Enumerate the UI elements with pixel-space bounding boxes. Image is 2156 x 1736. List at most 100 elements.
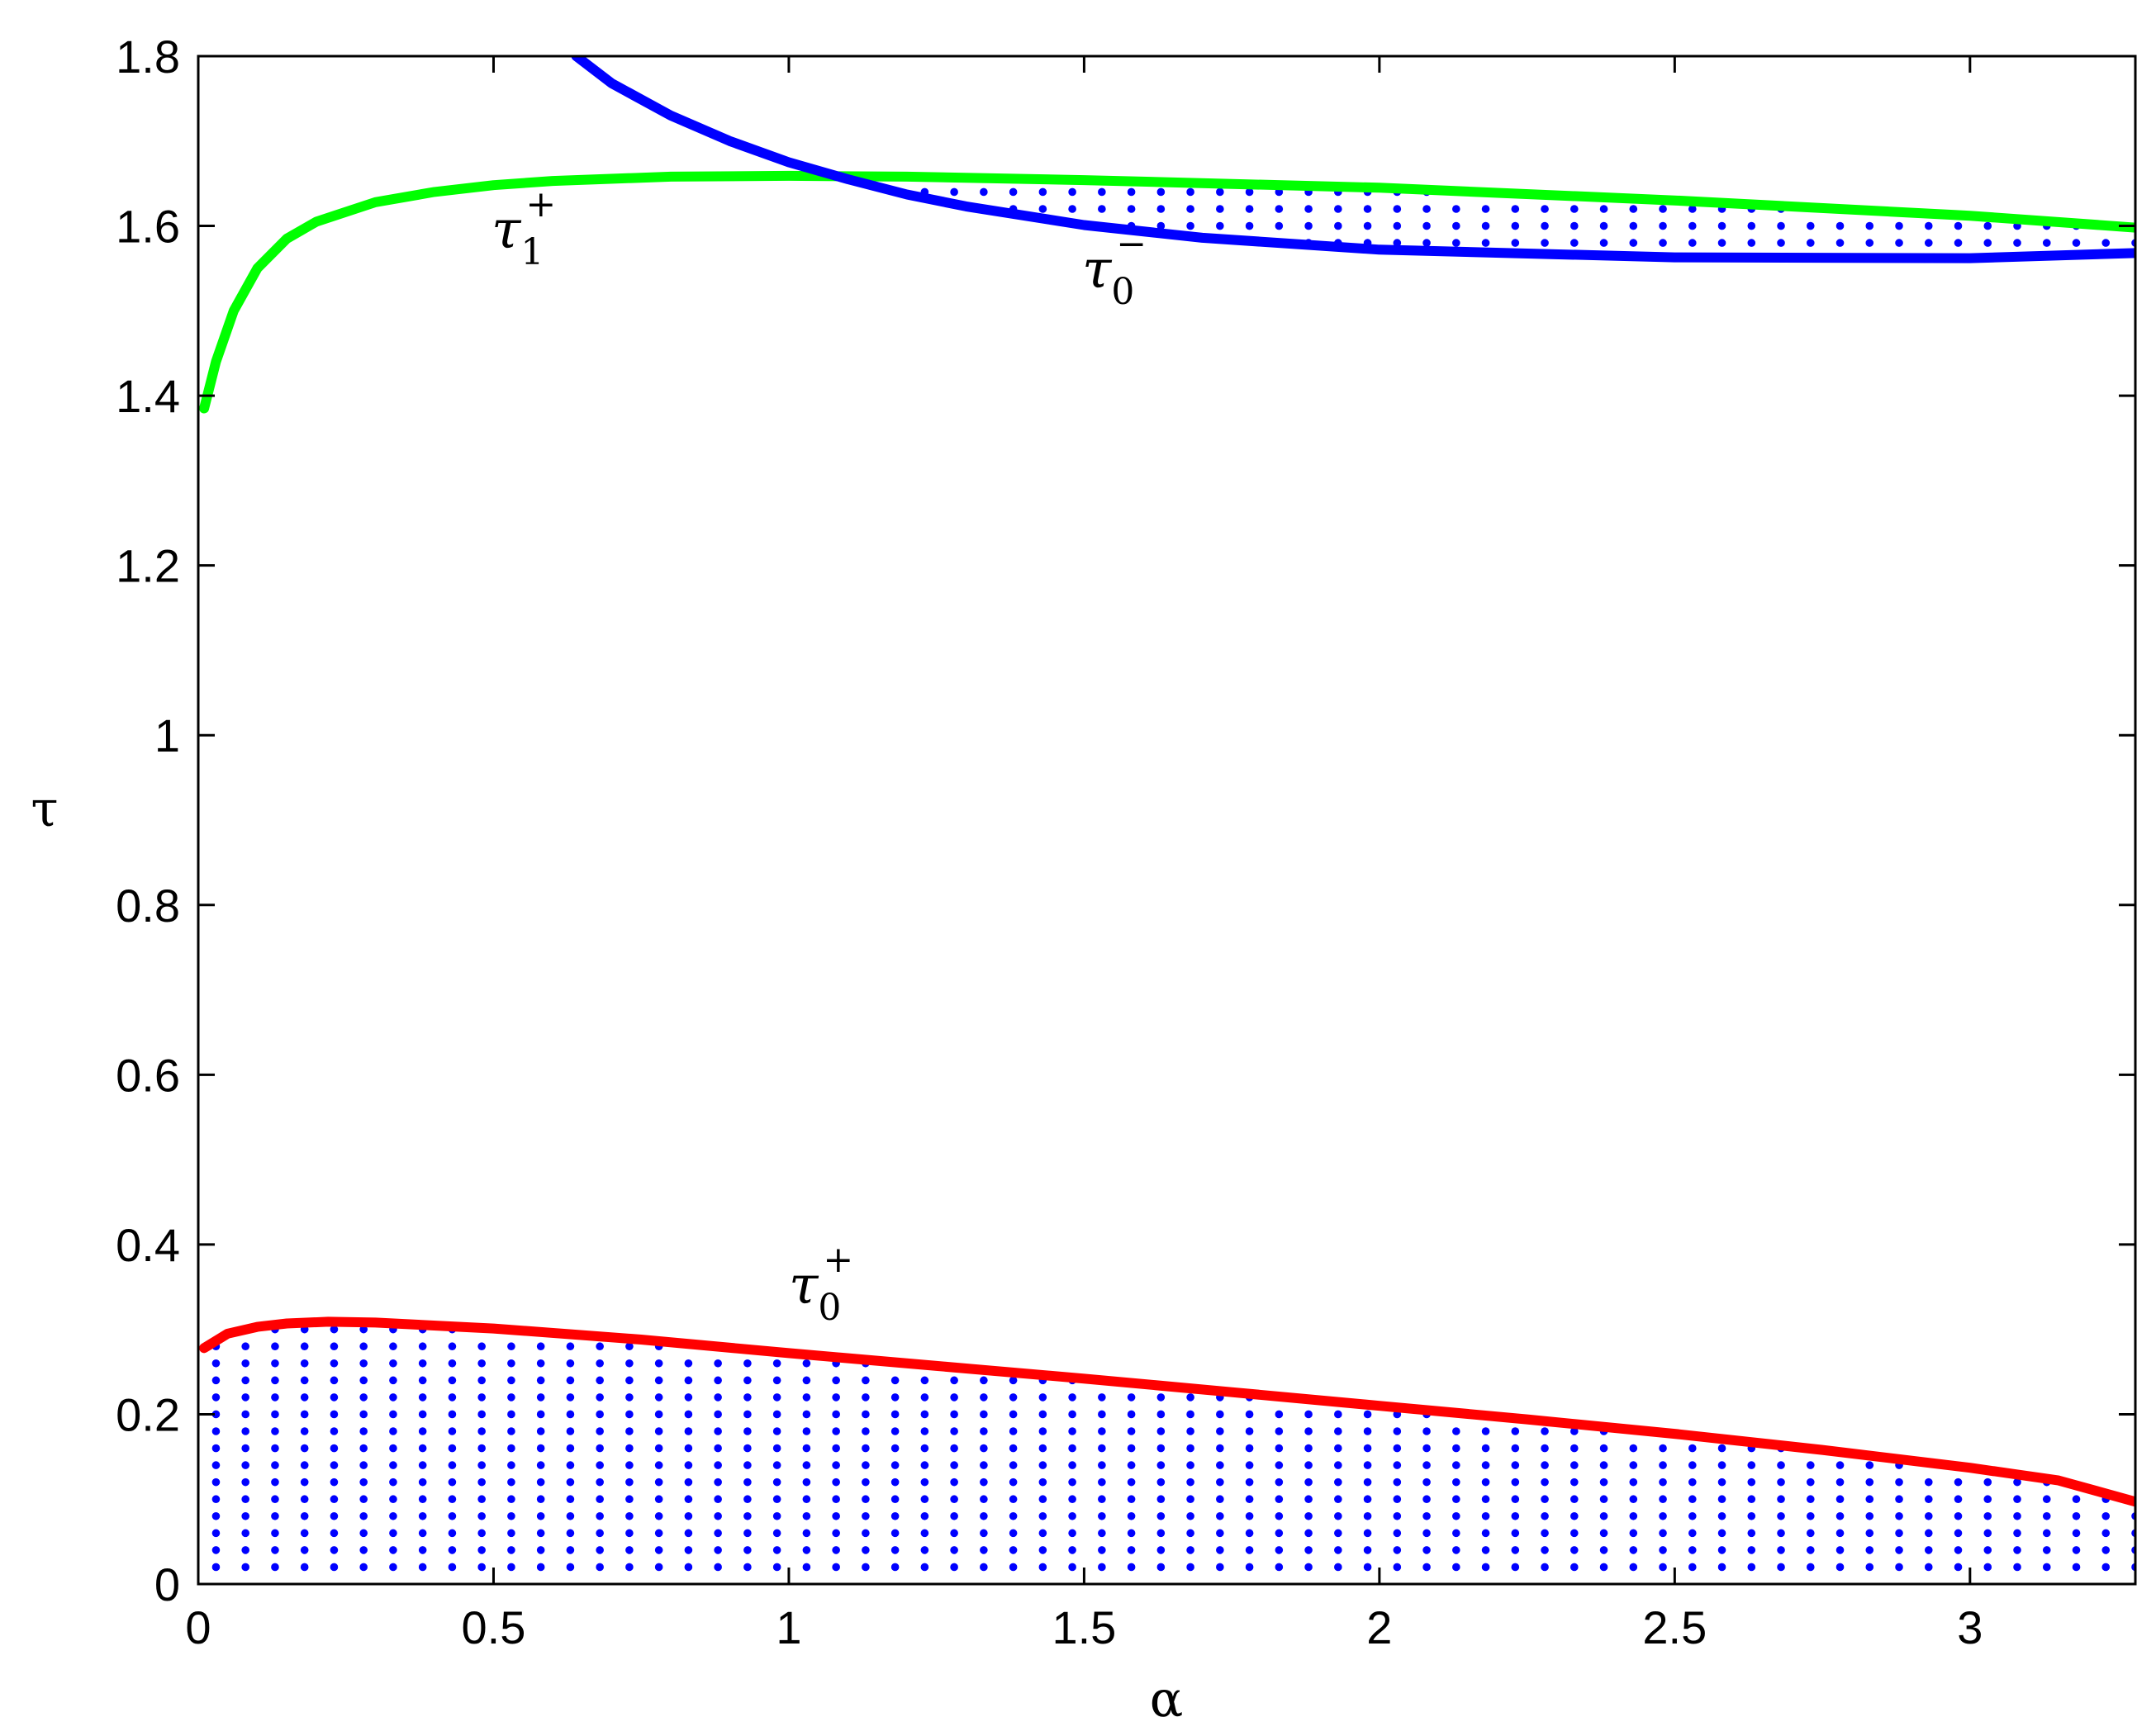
region-dot [1127,1393,1136,1402]
region-dot [2013,1563,2021,1572]
region-dot [920,1393,929,1402]
region-dot [1717,1461,1726,1469]
region-dot [1393,221,1402,230]
region-dot [1009,1511,1018,1520]
region-dot [1304,1461,1313,1469]
region-dot [477,1461,486,1469]
region-dot [596,1359,604,1368]
region-dot [1629,1563,1638,1572]
region-dot [1511,1546,1520,1554]
region-dot [271,1529,279,1538]
region-dot [1156,221,1166,230]
curve-label-tau0-plus: τ0+ [789,1239,853,1329]
region-dot [832,1376,840,1385]
x-tick-label: 0.5 [462,1601,526,1653]
region-dot [1511,221,1520,230]
region-dot [1156,205,1166,213]
region-dot [1363,1511,1372,1520]
region-dot [211,1359,221,1368]
region-dot [1747,1477,1756,1487]
region-dot [1038,1511,1047,1520]
region-dot [1570,205,1579,213]
region-dot [1924,1495,1933,1504]
region-dot [1245,1529,1254,1538]
region-dot [2042,1529,2051,1538]
region-dot [1511,1444,1520,1453]
region-dot [1334,1427,1342,1435]
region-dot [1865,1563,1874,1572]
region-dot [625,1477,634,1487]
region-dot [596,1495,604,1504]
region-dot [418,1511,427,1520]
region-dot [241,1529,249,1538]
region-dot [1835,1477,1845,1487]
region-dot [1275,1461,1284,1469]
region-dot [418,1376,427,1385]
region-dot [389,1511,397,1520]
region-dot [211,1461,221,1469]
region-dot [654,1410,663,1419]
region-dot [714,1529,722,1538]
region-dot [1541,1563,1549,1572]
region-dot [2042,1511,2051,1520]
region-dot [1038,205,1047,213]
region-dot [271,1359,279,1368]
x-tick-label: 1.5 [1052,1601,1116,1653]
region-dot [241,1427,249,1435]
x-tick-label: 1 [776,1601,801,1653]
region-dot [1481,221,1490,230]
region-dot [1806,1529,1815,1538]
region-dot [448,1342,457,1351]
region-dot [2013,1546,2021,1554]
region-dot [1068,1461,1076,1469]
region-dot [536,1444,545,1453]
region-dot [1275,1410,1284,1419]
region-dot [714,1410,722,1419]
region-dot [1038,1427,1047,1435]
region-dot [1038,1444,1047,1453]
region-dot [1275,205,1284,213]
region-dot [507,1495,515,1504]
region-dot [832,1495,840,1504]
region-dot [772,1495,781,1504]
region-dot [1393,1563,1402,1572]
region-dot [448,1477,457,1487]
region-dot [418,1495,427,1504]
region-dot [1659,239,1667,247]
region-dot [1570,1444,1579,1453]
region-dot [211,1529,221,1538]
region-dot [1452,1563,1460,1572]
region-dot [359,1477,368,1487]
region-dot [1570,221,1579,230]
region-dot [980,1495,988,1504]
region-dot [1245,1495,1254,1504]
region-dot [1038,1410,1047,1419]
region-dot [625,1376,634,1385]
region-dot [1481,1427,1490,1435]
region-dot [1599,1563,1608,1572]
region-dot [1865,239,1874,247]
region-dot [1570,239,1579,247]
region-dot [1422,1563,1431,1572]
region-dot [1983,1495,1992,1504]
region-dot [1363,1410,1372,1419]
region-dot [448,1410,457,1419]
region-dot [1570,1546,1579,1554]
region-dot [1481,1444,1490,1453]
region-dot [211,1511,221,1520]
region-dot [536,1477,545,1487]
region-dot [1983,1546,1992,1554]
curve-label-tau0-minus: τ0− [1082,223,1147,313]
region-dot [1186,1461,1194,1469]
region-dot [1806,1461,1815,1469]
region-dot [1127,1427,1136,1435]
region-dot [890,1376,900,1385]
region-dot [566,1393,575,1402]
region-dot [566,1477,575,1487]
region-dot [1304,205,1313,213]
region-dot [359,1359,368,1368]
region-dot [920,1410,929,1419]
region-dot [1924,239,1933,247]
region-dot [832,1461,840,1469]
region-dot [2042,1495,2051,1504]
